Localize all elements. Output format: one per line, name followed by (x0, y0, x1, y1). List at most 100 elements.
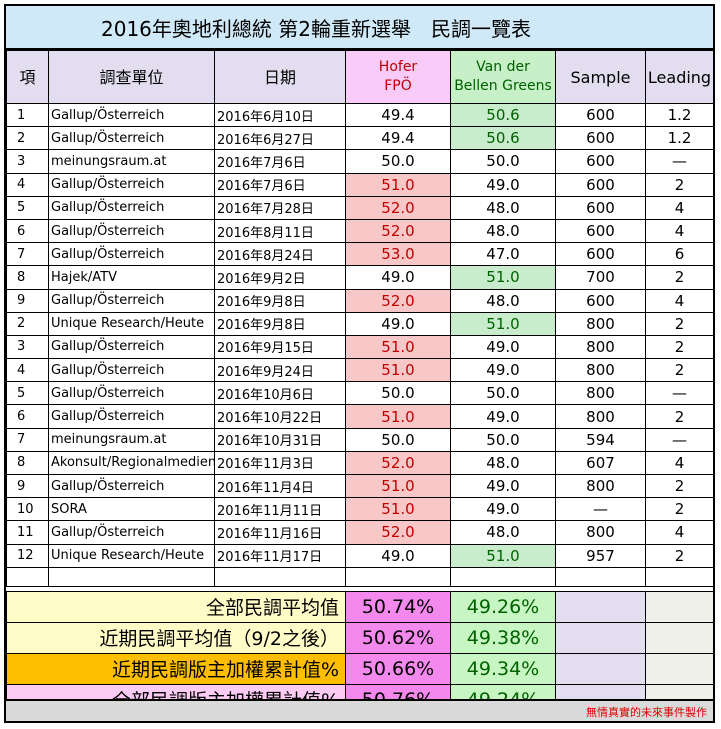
row-index: 6 (6, 218, 49, 244)
row-sample: 800 (555, 311, 646, 336)
row-pollster: Gallup/Österreich (48, 102, 215, 128)
row-date: 2016年10月6日 (214, 381, 346, 406)
row-date: 2016年11月17日 (214, 543, 346, 568)
header-hofer-name: Hofer (378, 59, 418, 75)
row-pollster: meinungsraum.at (48, 149, 215, 174)
summary-label: 近期民調平均值（9/2之後） (6, 621, 346, 654)
table-row: 7 meinungsraum.at 2016年10月31日 50.0 50.0 594— (6, 427, 714, 452)
row-index: 9 (6, 288, 49, 313)
row-hofer-pct: 49.4 (345, 102, 451, 128)
row-sample: 600 (555, 288, 646, 313)
row-hofer-pct: 51.0 (345, 358, 451, 383)
row-vdb-pct: 51.0 (450, 311, 556, 336)
credit-text: 無情真實的未來事件製作 (586, 706, 707, 719)
blank-cell (555, 566, 646, 587)
row-pollster: SORA (48, 497, 215, 522)
row-pollster: Gallup/Österreich (48, 126, 215, 151)
row-pollster: Gallup/Österreich (48, 473, 215, 499)
row-sample: 800 (555, 473, 646, 499)
row-sample: 600 (555, 149, 646, 174)
row-vdb-pct: 48.0 (450, 450, 556, 476)
row-pollster: Gallup/Österreich (48, 404, 215, 429)
header-row: 項 調查單位 日期 Hofer FPÖ Van der Bellen Green… (6, 50, 714, 104)
blank-cell (645, 566, 714, 587)
row-index: 4 (6, 358, 49, 383)
table-row: 7 Gallup/Österreich 2016年8月24日 53.0 47.0 600 6 (6, 242, 714, 267)
table-row: 8 Akonsult/Regionalmedien 2016年11月3日 52.0 48… (6, 450, 714, 476)
row-index: 8 (6, 450, 49, 476)
row-leading: 2 (645, 404, 714, 429)
row-index: 6 (6, 404, 49, 429)
table-row: 2 Unique Research/Heute 2016年9月8日 49.0 51.0 8… (6, 311, 714, 336)
row-index: 8 (6, 265, 49, 290)
row-leading: 1.2 (645, 126, 714, 151)
row-vdb-pct: 48.0 (450, 218, 556, 244)
row-date: 2016年11月4日 (214, 473, 346, 499)
row-leading: 4 (645, 520, 714, 545)
row-hofer-pct: 52.0 (345, 450, 451, 476)
row-index: 3 (6, 334, 49, 360)
row-index: 10 (6, 497, 49, 522)
row-index: 5 (6, 195, 49, 220)
header-vdb: Van der Bellen Greens (450, 50, 556, 104)
poll-rows: 1 Gallup/Österreich 2016年6月10日 49.4 50.6 600 1… (6, 102, 714, 587)
row-sample: 800 (555, 334, 646, 360)
row-pollster: Akonsult/Regionalmedien (48, 450, 215, 476)
summary-empty-leading (645, 621, 714, 654)
row-leading: 2 (645, 543, 714, 568)
row-sample: 600 (555, 126, 646, 151)
summary-empty-leading (645, 590, 714, 623)
row-pollster: Gallup/Österreich (48, 334, 215, 360)
row-leading: 2 (645, 473, 714, 499)
row-pollster: Gallup/Österreich (48, 218, 215, 244)
table-row: 4 Gallup/Österreich 2016年9月24日 51.0 49.0 800 2 (6, 358, 714, 383)
row-vdb-pct: 49.0 (450, 358, 556, 383)
row-pollster: Unique Research/Heute (48, 311, 215, 336)
row-leading: 6 (645, 242, 714, 267)
row-hofer-pct: 49.0 (345, 311, 451, 336)
row-leading: 4 (645, 218, 714, 244)
summary-table: 全部民調平均值 50.74% 49.26% 近期民調平均值（9/2之後） 50.62% 4… (6, 590, 714, 716)
row-date: 2016年9月2日 (214, 265, 346, 290)
row-vdb-pct: 51.0 (450, 265, 556, 290)
table-row: 6 Gallup/Österreich 2016年8月11日 52.0 48.0 600 4 (6, 218, 714, 244)
header-hofer-party: FPÖ (384, 78, 412, 94)
row-vdb-pct: 49.0 (450, 497, 556, 522)
header-pollster: 調查單位 (48, 50, 215, 104)
row-vdb-pct: 50.6 (450, 102, 556, 128)
table-row: 9 Gallup/Österreich 2016年11月4日 51.0 49.0 800 2 (6, 473, 714, 499)
row-sample: 600 (555, 172, 646, 197)
row-date: 2016年8月24日 (214, 242, 346, 267)
row-hofer-pct: 50.0 (345, 427, 451, 452)
footer: 無情真實的未來事件製作 (6, 699, 713, 721)
row-hofer-pct: 51.0 (345, 404, 451, 429)
summary-hofer: 50.66% (345, 652, 451, 685)
table-row: 6 Gallup/Österreich 2016年10月22日 51.0 49.0 800… (6, 404, 714, 429)
summary-row: 近期民調平均值（9/2之後） 50.62% 49.38% (6, 621, 714, 654)
row-pollster: Unique Research/Heute (48, 543, 215, 568)
row-index: 2 (6, 311, 49, 336)
row-leading: 2 (645, 358, 714, 383)
row-pollster: Gallup/Österreich (48, 358, 215, 383)
summary-row: 近期民調版主加權累計值% 50.66% 49.34% (6, 652, 714, 685)
row-sample: 600 (555, 242, 646, 267)
row-vdb-pct: 47.0 (450, 242, 556, 267)
row-vdb-pct: 49.0 (450, 334, 556, 360)
blank-row (6, 566, 714, 587)
blank-cell (345, 566, 451, 587)
summary-empty-sample (555, 652, 646, 685)
summary-hofer: 50.62% (345, 621, 451, 654)
row-sample: 594 (555, 427, 646, 452)
row-sample: 800 (555, 404, 646, 429)
row-date: 2016年11月16日 (214, 520, 346, 545)
row-sample: 600 (555, 102, 646, 128)
row-index: 9 (6, 473, 49, 499)
row-leading: — (645, 427, 714, 452)
row-date: 2016年11月3日 (214, 450, 346, 476)
row-date: 2016年7月28日 (214, 195, 346, 220)
row-pollster: Gallup/Österreich (48, 381, 215, 406)
row-sample: 957 (555, 543, 646, 568)
row-hofer-pct: 52.0 (345, 195, 451, 220)
header-sample: Sample (555, 50, 646, 104)
table-row: 1 Gallup/Österreich 2016年6月10日 49.4 50.6 600 1… (6, 102, 714, 128)
